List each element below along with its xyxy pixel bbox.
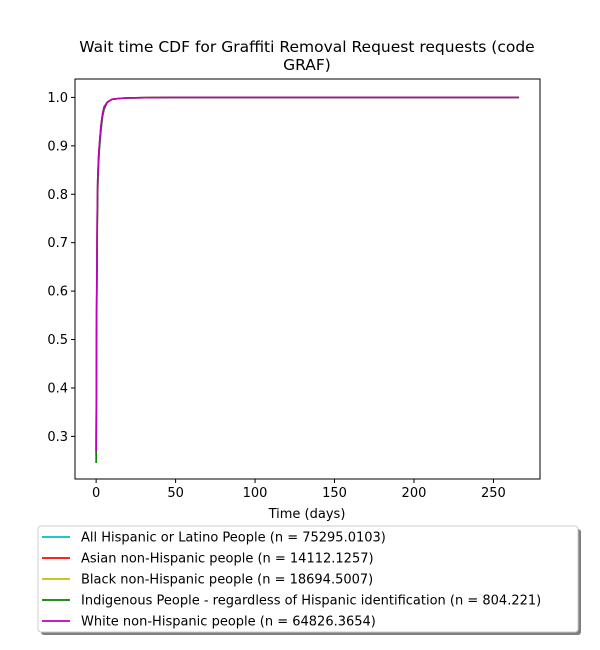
- y-axis: 0.3 0.4 0.5 0.6 0.7 0.8 0.9 1.0: [47, 91, 75, 445]
- x-tick-label: 0: [92, 486, 100, 501]
- chart-title-line-1: Wait time CDF for Graffiti Removal Reque…: [79, 38, 534, 56]
- x-tick-label: 200: [402, 486, 427, 501]
- axes-frame: [74, 78, 541, 480]
- y-tick-label: 1.0: [47, 91, 68, 106]
- x-tick-label: 50: [167, 486, 184, 501]
- series-line-3: [95, 96, 519, 456]
- series-line-1: [95, 96, 519, 456]
- x-tick-label: 100: [243, 486, 268, 501]
- legend-label-1: All Hispanic or Latino People (n = 75295…: [81, 531, 386, 546]
- legend-label-3: Black non-Hispanic people (n = 18694.500…: [81, 573, 373, 588]
- x-axis-label: Time (days): [268, 507, 346, 522]
- legend: All Hispanic or Latino People (n = 75295…: [37, 525, 581, 635]
- y-tick-label: 0.4: [47, 381, 68, 396]
- y-tick-label: 0.6: [47, 285, 68, 300]
- legend-label-2: Asian non-Hispanic people (n = 14112.125…: [81, 552, 374, 567]
- series-line-4: [95, 96, 519, 464]
- legend-box: [37, 525, 579, 633]
- legend-label-4: Indigenous People - regardless of Hispan…: [81, 594, 541, 609]
- series-line-5: [95, 96, 519, 451]
- legend-items: All Hispanic or Latino People (n = 75295…: [42, 531, 541, 630]
- y-tick-label: 0.3: [47, 430, 68, 445]
- plot-area: [95, 96, 519, 464]
- y-tick-label: 0.5: [47, 333, 68, 348]
- y-tick-label: 0.8: [47, 188, 68, 203]
- series-line-2: [95, 96, 519, 451]
- legend-label-5: White non-Hispanic people (n = 64826.365…: [81, 615, 376, 630]
- y-tick-label: 0.9: [47, 139, 68, 154]
- y-tick-label: 0.7: [47, 236, 68, 251]
- x-tick-label: 150: [322, 486, 347, 501]
- x-axis: 0 50 100 150 200 250: [92, 479, 506, 501]
- chart-title-line-2: GRAF): [283, 56, 331, 74]
- x-tick-label: 250: [481, 486, 506, 501]
